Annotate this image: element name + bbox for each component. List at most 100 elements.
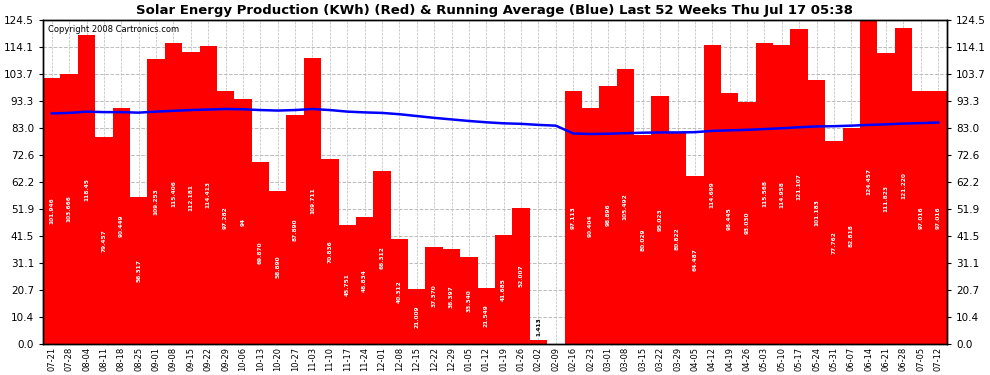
- Text: 111.823: 111.823: [884, 185, 889, 212]
- Text: 90.404: 90.404: [588, 215, 593, 237]
- Text: 87.890: 87.890: [293, 218, 298, 241]
- Bar: [634, 135, 651, 344]
- Bar: [826, 141, 842, 344]
- Bar: [217, 91, 235, 344]
- Bar: [286, 115, 304, 344]
- Text: 109.253: 109.253: [153, 188, 158, 215]
- Text: 37.370: 37.370: [432, 284, 437, 306]
- Bar: [599, 86, 617, 344]
- Bar: [930, 91, 946, 344]
- Bar: [426, 246, 443, 344]
- Bar: [95, 137, 113, 344]
- Text: 56.317: 56.317: [137, 259, 142, 282]
- Bar: [860, 20, 877, 344]
- Text: 94: 94: [241, 217, 246, 225]
- Text: 103.666: 103.666: [66, 195, 71, 222]
- Bar: [530, 340, 547, 344]
- Bar: [164, 44, 182, 344]
- Bar: [148, 59, 164, 344]
- Text: 97.282: 97.282: [223, 206, 228, 229]
- Bar: [321, 159, 339, 344]
- Bar: [513, 209, 530, 344]
- Bar: [790, 28, 808, 344]
- Text: 21.549: 21.549: [484, 304, 489, 327]
- Bar: [460, 257, 477, 344]
- Text: 40.312: 40.312: [397, 280, 402, 303]
- Text: 118.45: 118.45: [84, 178, 89, 201]
- Text: Copyright 2008 Cartronics.com: Copyright 2008 Cartronics.com: [48, 25, 179, 34]
- Text: 69.870: 69.870: [257, 242, 262, 264]
- Bar: [373, 171, 391, 344]
- Text: 58.890: 58.890: [275, 256, 280, 279]
- Text: 97.113: 97.113: [570, 206, 576, 229]
- Text: 48.834: 48.834: [362, 269, 367, 292]
- Text: 82.818: 82.818: [848, 225, 853, 248]
- Text: 95.023: 95.023: [657, 209, 662, 231]
- Bar: [477, 288, 495, 344]
- Text: 41.685: 41.685: [501, 278, 506, 301]
- Bar: [391, 239, 408, 344]
- Bar: [669, 134, 686, 344]
- Text: 121.107: 121.107: [797, 173, 802, 200]
- Bar: [739, 102, 755, 344]
- Text: 79.457: 79.457: [101, 229, 106, 252]
- Text: 93.030: 93.030: [744, 211, 749, 234]
- Text: 70.836: 70.836: [328, 240, 333, 263]
- Text: 80.822: 80.822: [675, 227, 680, 250]
- Bar: [269, 190, 286, 344]
- Text: 114.699: 114.699: [710, 181, 715, 208]
- Text: 115.406: 115.406: [171, 180, 176, 207]
- Text: 101.946: 101.946: [50, 198, 54, 225]
- Title: Solar Energy Production (KWh) (Red) & Running Average (Blue) Last 52 Weeks Thu J: Solar Energy Production (KWh) (Red) & Ru…: [137, 4, 853, 17]
- Bar: [877, 53, 895, 344]
- Bar: [130, 197, 148, 344]
- Bar: [113, 108, 130, 344]
- Bar: [912, 91, 930, 344]
- Text: 21.009: 21.009: [414, 305, 420, 328]
- Text: 114.413: 114.413: [206, 182, 211, 209]
- Text: 112.181: 112.181: [188, 184, 193, 211]
- Bar: [443, 249, 460, 344]
- Bar: [582, 108, 599, 344]
- Text: 77.762: 77.762: [832, 231, 837, 254]
- Text: 36.397: 36.397: [449, 285, 454, 308]
- Bar: [339, 225, 356, 344]
- Text: 97.016: 97.016: [936, 206, 940, 229]
- Bar: [200, 46, 217, 344]
- Text: 114.958: 114.958: [779, 181, 784, 208]
- Bar: [617, 69, 634, 344]
- Text: 124.457: 124.457: [866, 168, 871, 195]
- Bar: [60, 74, 78, 344]
- Bar: [564, 91, 582, 344]
- Bar: [773, 45, 790, 344]
- Text: 121.220: 121.220: [901, 172, 906, 200]
- Bar: [235, 99, 251, 344]
- Text: 45.751: 45.751: [345, 273, 349, 296]
- Text: 97.016: 97.016: [919, 206, 924, 229]
- Bar: [808, 80, 826, 344]
- Text: 109.711: 109.711: [310, 188, 315, 214]
- Text: 1.413: 1.413: [536, 318, 541, 336]
- Bar: [895, 28, 912, 344]
- Bar: [78, 36, 95, 344]
- Text: 52.007: 52.007: [519, 265, 524, 287]
- Text: 115.568: 115.568: [762, 180, 767, 207]
- Bar: [755, 43, 773, 344]
- Bar: [304, 58, 321, 344]
- Text: 33.340: 33.340: [466, 289, 471, 312]
- Text: 80.029: 80.029: [641, 228, 645, 251]
- Text: 66.312: 66.312: [379, 246, 384, 269]
- Bar: [356, 217, 373, 344]
- Text: 105.492: 105.492: [623, 193, 628, 220]
- Bar: [686, 176, 704, 344]
- Text: 90.449: 90.449: [119, 215, 124, 237]
- Bar: [651, 96, 669, 344]
- Bar: [721, 93, 739, 344]
- Bar: [408, 289, 426, 344]
- Text: 98.896: 98.896: [606, 204, 611, 226]
- Bar: [251, 162, 269, 344]
- Bar: [704, 45, 721, 344]
- Text: 101.183: 101.183: [814, 199, 819, 225]
- Text: 96.445: 96.445: [728, 207, 733, 230]
- Text: 64.487: 64.487: [692, 248, 697, 271]
